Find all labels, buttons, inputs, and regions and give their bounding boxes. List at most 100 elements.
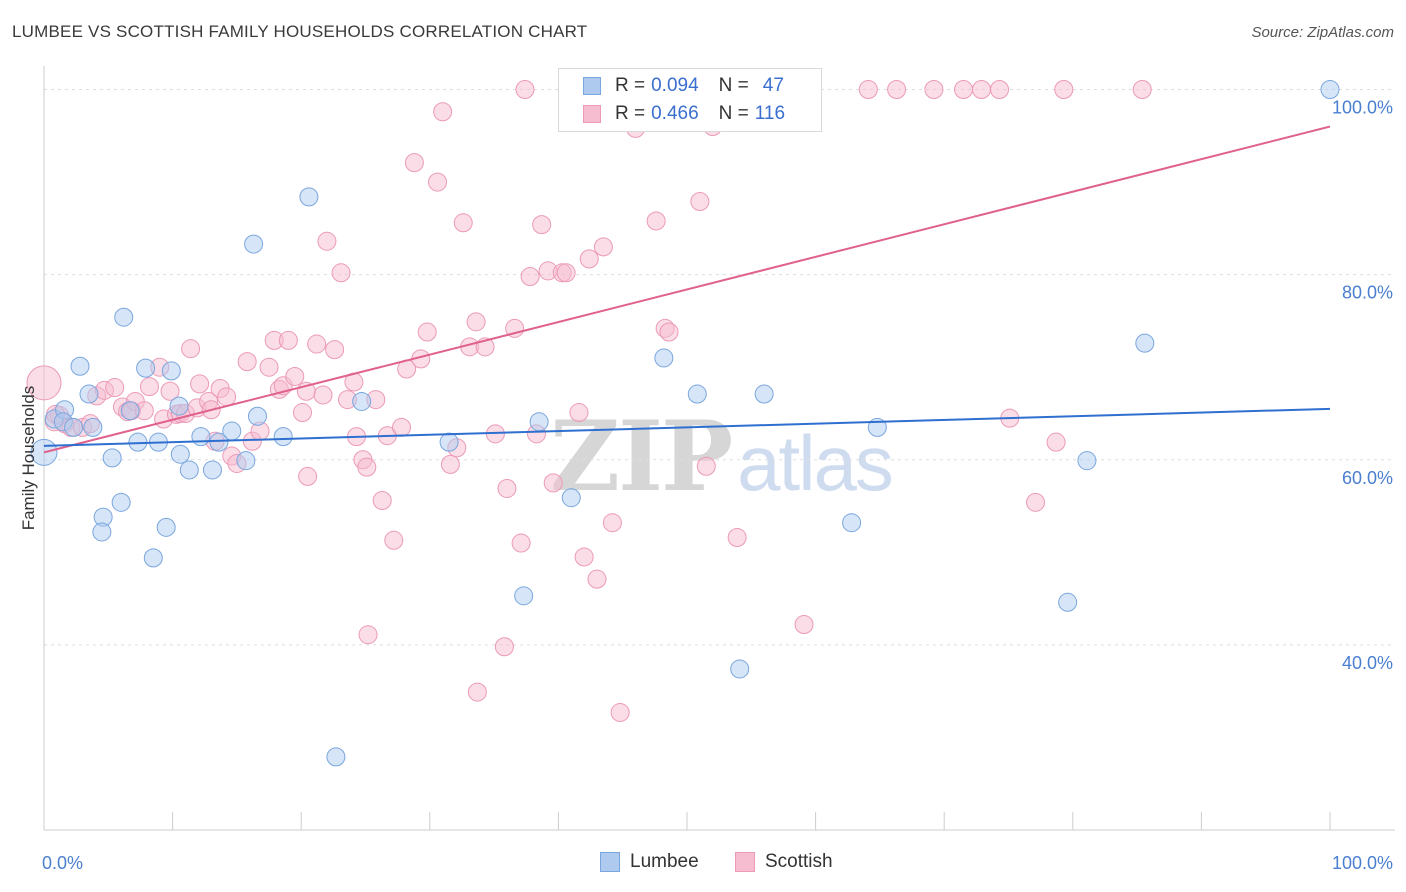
scottish-point: [331, 263, 351, 283]
trend-lines: [43, 125, 1331, 454]
y-tick-label: 60.0%: [1342, 468, 1393, 488]
legend-row-lumbee: R = 0.094 N = 47: [583, 73, 784, 99]
lumbee-point: [299, 187, 319, 207]
scottish-point: [139, 377, 159, 397]
correlation-legend: R = 0.094 N = 47 R = 0.466 N = 116: [558, 68, 822, 132]
watermark-atlas: atlas: [737, 419, 894, 507]
bottom-lumbee-label: Lumbee: [630, 851, 699, 872]
scottish-point: [467, 682, 487, 702]
lumbee-point: [514, 586, 534, 606]
lumbee-point: [247, 406, 267, 426]
scottish-point: [515, 80, 535, 100]
lumbee-point: [170, 444, 190, 464]
scottish-point: [285, 366, 305, 386]
lumbee-point: [842, 513, 862, 533]
scottish-point: [325, 340, 345, 360]
lumbee-point: [92, 522, 112, 542]
scottish-point: [1132, 80, 1152, 100]
scottish-point: [602, 513, 622, 533]
lumbee-point: [273, 427, 293, 447]
scottish-point: [392, 417, 412, 437]
scottish-point: [428, 172, 448, 192]
lumbee-point: [202, 460, 222, 480]
lumbee-point: [244, 234, 264, 254]
lumbee-point: [1058, 592, 1078, 612]
scottish-n-label: N =: [718, 103, 749, 124]
scottish-r-value: 0.466: [651, 103, 699, 124]
watermark: ZIPatlas: [550, 400, 894, 513]
scottish-point: [610, 702, 630, 722]
scottish-point: [384, 530, 404, 550]
scottish-point: [858, 80, 878, 100]
lumbee-point: [1135, 333, 1155, 353]
scottish-n-value: 116: [754, 103, 786, 124]
scottish-point: [794, 615, 814, 635]
y-tick-label: 40.0%: [1342, 653, 1393, 673]
scottish-point: [971, 80, 991, 100]
scottish-point: [953, 80, 973, 100]
lumbee-point: [136, 358, 156, 378]
y-tick-label: 100.0%: [1332, 98, 1393, 118]
y-tick-label: 80.0%: [1342, 283, 1393, 303]
lumbee-point: [70, 356, 90, 376]
lumbee-point: [111, 492, 131, 512]
scottish-point: [887, 80, 907, 100]
lumbee-point: [687, 384, 707, 404]
scottish-point: [317, 231, 337, 251]
scottish-swatch: [583, 105, 601, 123]
scottish-series: [26, 80, 1152, 722]
scottish-point: [217, 387, 237, 407]
lumbee-point: [654, 348, 674, 368]
legend-row-scottish: R = 0.466 N = 116: [583, 101, 785, 127]
scottish-point: [358, 625, 378, 645]
lumbee-r-value: 0.094: [651, 75, 699, 96]
scottish-point: [1046, 432, 1066, 452]
bottom-scottish-swatch: [735, 852, 755, 872]
scottish-point: [466, 312, 486, 332]
scottish-point: [453, 213, 473, 233]
lumbee-point: [143, 548, 163, 568]
scottish-point: [1054, 80, 1074, 100]
scottish-point: [105, 378, 125, 398]
scottish-point: [593, 237, 613, 257]
scottish-point: [404, 153, 424, 173]
scottish-point: [298, 466, 318, 486]
scottish-point: [574, 547, 594, 567]
scottish-point: [543, 473, 563, 493]
scottish-point: [569, 403, 589, 423]
lumbee-point: [191, 427, 211, 447]
scottish-point: [433, 102, 453, 122]
scottish-point: [587, 569, 607, 589]
y-axis-label: Family Households: [19, 386, 38, 531]
lumbee-point: [209, 432, 229, 452]
lumbee-point: [102, 448, 122, 468]
bottom-legend-lumbee: Lumbee: [600, 851, 699, 873]
scottish-trend-line: [43, 125, 1331, 454]
lumbee-point: [754, 384, 774, 404]
lumbee-point: [439, 432, 459, 452]
lumbee-swatch: [583, 77, 601, 95]
lumbee-point: [83, 417, 103, 437]
lumbee-point: [236, 451, 256, 471]
scottish-point: [579, 249, 599, 269]
lumbee-point: [64, 417, 84, 437]
lumbee-point: [79, 384, 99, 404]
scottish-point: [237, 352, 257, 372]
x-tick-label: 0.0%: [42, 853, 83, 873]
tick-labels: 40.0% 60.0% 80.0% 100.0% 0.0% 100.0%: [42, 98, 1393, 873]
scottish-point: [278, 330, 298, 350]
scottish-point: [511, 533, 531, 553]
lumbee-point: [156, 517, 176, 537]
source-label: Source: ZipAtlas.com: [1251, 24, 1394, 41]
scottish-point: [989, 80, 1009, 100]
scottish-point: [497, 478, 517, 498]
x-tick-label: 100.0%: [1332, 853, 1393, 873]
lumbee-point: [326, 747, 346, 767]
lumbee-point: [561, 488, 581, 508]
chart-title: LUMBEE VS SCOTTISH FAMILY HOUSEHOLDS COR…: [12, 22, 588, 41]
scottish-point: [532, 215, 552, 235]
scottish-point: [313, 385, 333, 405]
lumbee-point: [1077, 451, 1097, 471]
bottom-legend-scottish: Scottish: [735, 851, 833, 873]
